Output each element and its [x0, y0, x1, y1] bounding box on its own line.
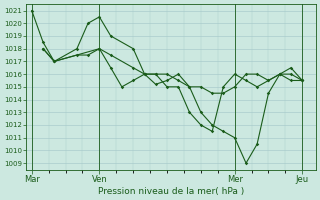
X-axis label: Pression niveau de la mer( hPa ): Pression niveau de la mer( hPa ) — [98, 187, 244, 196]
